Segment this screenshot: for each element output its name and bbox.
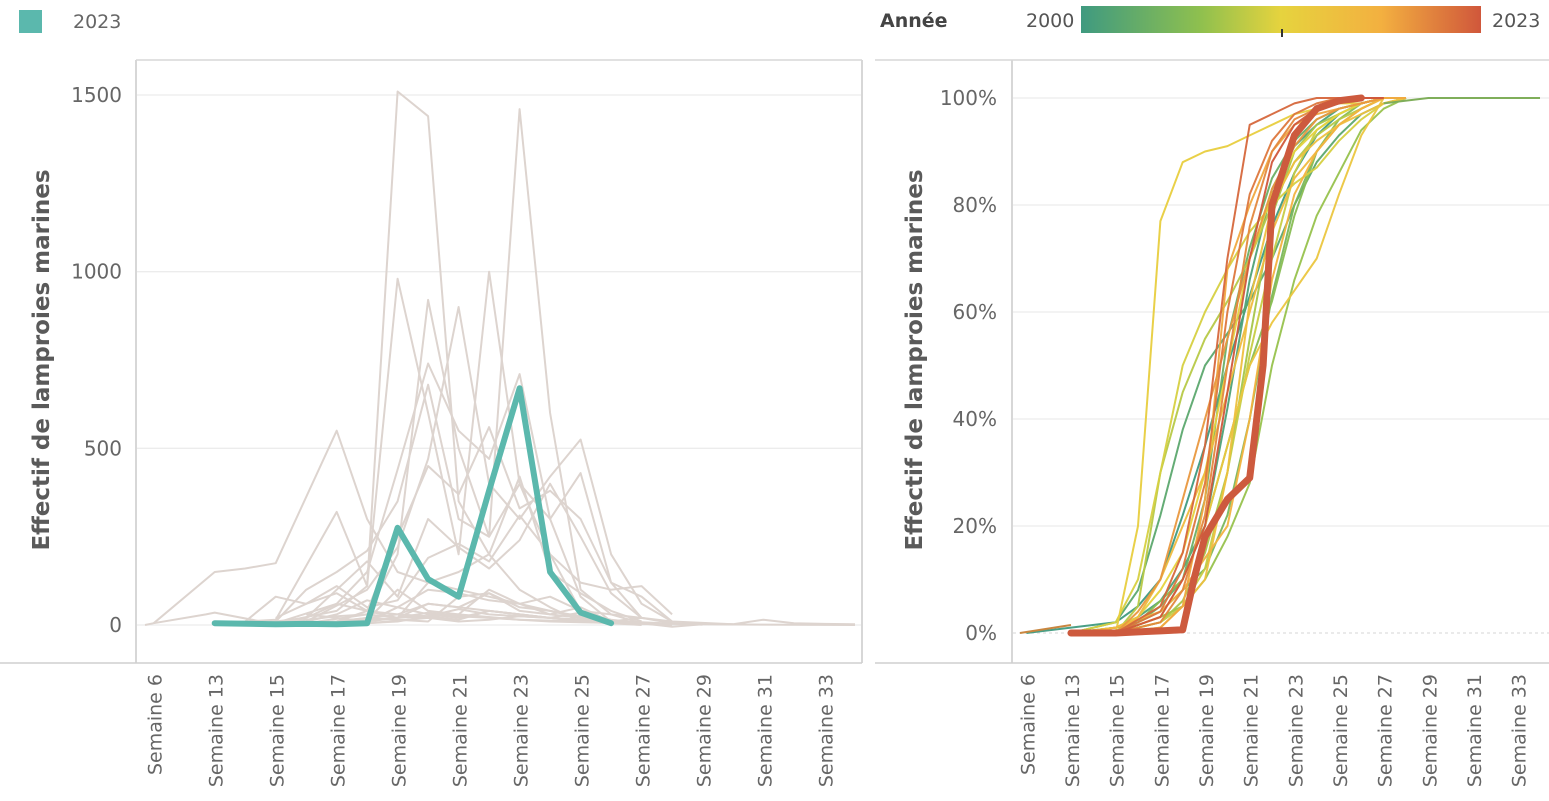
- left-background-series-line: [275, 362, 612, 625]
- left-background-series-line: [367, 609, 673, 626]
- right-year-series-line: [1115, 97, 1385, 634]
- left-x-tick-label: Semaine 25: [572, 674, 594, 787]
- left-background-series-line: [275, 475, 642, 623]
- right-x-tick-label: Semaine 6: [1017, 674, 1039, 775]
- right-x-tick-label: Semaine 19: [1196, 674, 1218, 787]
- right-y-tick-label: 0%: [965, 621, 997, 645]
- left-x-tick-label: Semaine 21: [450, 674, 472, 787]
- right-highlight: [1067, 94, 1365, 637]
- left-x-tick-label: Semaine 31: [755, 674, 777, 787]
- left-background-series-line: [274, 383, 643, 623]
- left-y-tick-label: 1000: [71, 260, 122, 284]
- left-background-series-line: [306, 592, 612, 626]
- right-year-series-line: [1070, 97, 1407, 634]
- left-background-series-line: [336, 426, 673, 623]
- legend-right: Année 2000 2023: [880, 6, 1540, 37]
- left-x-ticks: Semaine 6 Semaine 13 Semaine 15 Semaine 17 S…: [145, 674, 838, 787]
- right-series-2023-line: [1067, 94, 1365, 637]
- left-x-tick-label: Semaine 15: [267, 674, 289, 787]
- right-y-tick-label: 100%: [940, 86, 997, 110]
- left-background-series-line: [244, 514, 673, 623]
- left-x-tick-label: Semaine 33: [816, 674, 838, 787]
- right-x-tick-label: Semaine 33: [1509, 674, 1531, 787]
- right-y-tick-label: 40%: [953, 407, 997, 431]
- legend-2023-label: 2023: [73, 11, 121, 33]
- right-baseline-line: [1019, 624, 1072, 634]
- right-y-axis-title: Effectif de lamproies marines: [902, 169, 928, 550]
- left-y-tick-label: 0: [109, 613, 122, 637]
- left-series-2023-line: [211, 385, 615, 628]
- left-background-series-line: [275, 270, 612, 625]
- legend-gradient-max: 2023: [1492, 10, 1540, 32]
- left-x-tick-label: Semaine 17: [328, 674, 350, 787]
- right-year-series-line: [1115, 97, 1362, 634]
- right-y-tick-label: 60%: [953, 300, 997, 324]
- left-x-tick-label: Semaine 23: [511, 674, 533, 787]
- legend-year-title: Année: [880, 10, 948, 32]
- left-x-tick-label: Semaine 27: [633, 674, 655, 787]
- right-x-tick-label: Semaine 23: [1285, 674, 1307, 787]
- right-x-tick-label: Semaine 15: [1107, 674, 1129, 787]
- right-x-tick-label: Semaine 13: [1062, 674, 1084, 787]
- left-x-tick-label: Semaine 6: [145, 674, 167, 775]
- left-x-tick-label: Semaine 29: [694, 674, 716, 787]
- right-x-tick-label: Semaine 17: [1151, 674, 1173, 787]
- left-background-series-line: [305, 482, 643, 619]
- right-x-tick-label: Semaine 29: [1419, 674, 1441, 787]
- right-year-series-line: [1071, 97, 1406, 634]
- right-x-tick-label: Semaine 27: [1375, 674, 1397, 787]
- legend-gradient-bar: [1081, 6, 1481, 33]
- left-background-series-line: [305, 588, 673, 625]
- right-tail-line: [1383, 97, 1540, 105]
- right-year-series-line: [1026, 97, 1406, 634]
- left-y-tick-label: 1500: [71, 83, 122, 107]
- right-y-ticks: 0% 20% 40% 60% 80% 100%: [940, 86, 997, 645]
- left-highlight: [211, 385, 615, 628]
- right-x-tick-label: Semaine 25: [1330, 674, 1352, 787]
- left-x-tick-label: Semaine 13: [206, 674, 228, 787]
- right-x-tick-label: Semaine 31: [1464, 674, 1486, 787]
- right-x-ticks: Semaine 6 Semaine 13 Semaine 15 Semaine 17 S…: [1017, 674, 1530, 787]
- right-y-tick-label: 20%: [953, 514, 997, 538]
- left-x-tick-label: Semaine 19: [389, 674, 411, 787]
- right-x-tick-label: Semaine 21: [1241, 674, 1263, 787]
- right-year-series-line: [1070, 97, 1407, 634]
- left-y-axis-title: Effectif de lamproies marines: [29, 169, 55, 550]
- left-background-lines: [144, 90, 856, 628]
- left-background-series-line: [214, 90, 582, 625]
- legend-gradient-min: 2000: [1026, 10, 1074, 32]
- legend-2023-swatch: [19, 10, 42, 33]
- left-y-tick-label: 500: [84, 436, 122, 460]
- right-y-tick-label: 80%: [953, 193, 997, 217]
- left-y-ticks: 0 500 1000 1500: [71, 83, 122, 637]
- left-background-series-line: [305, 306, 673, 623]
- legend-left: 2023: [19, 10, 121, 33]
